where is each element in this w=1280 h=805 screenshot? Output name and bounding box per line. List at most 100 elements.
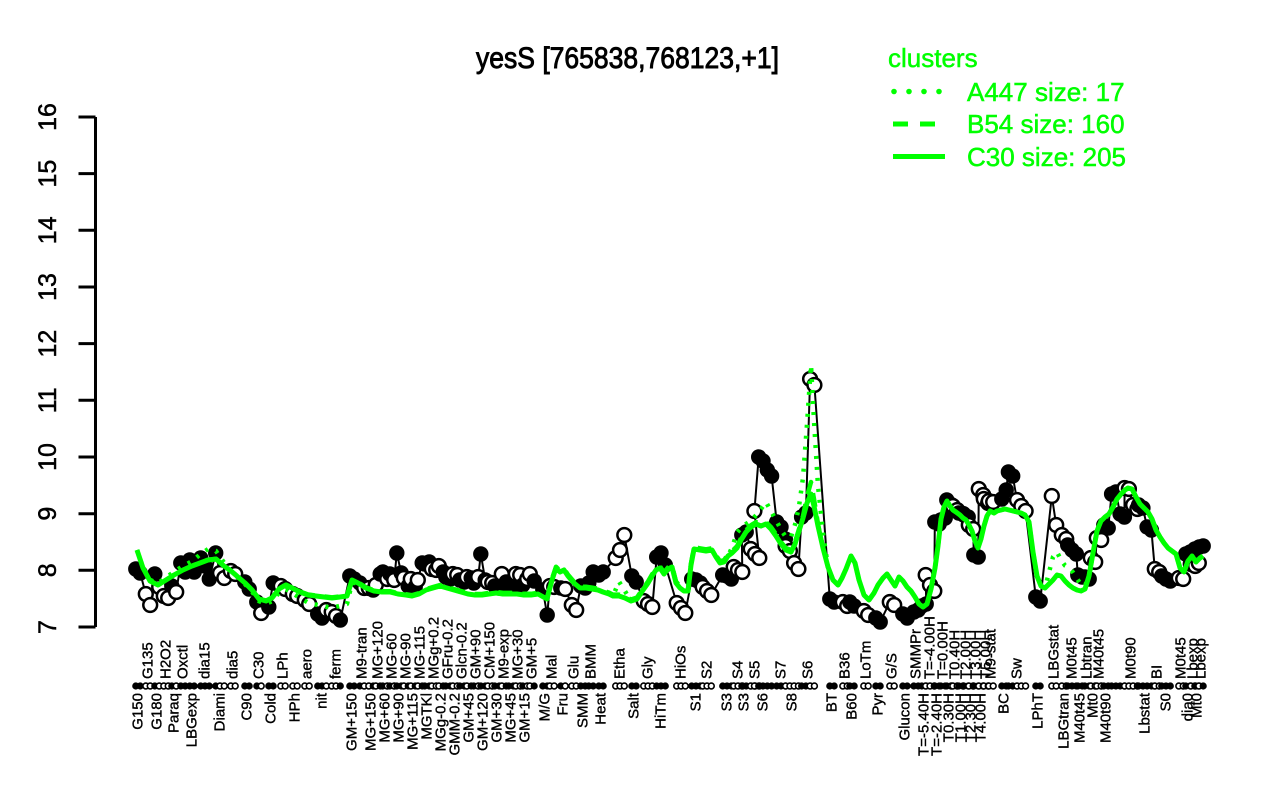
svg-text:C30 size: 205: C30 size: 205 (967, 142, 1126, 172)
svg-text:M/G: M/G (537, 693, 554, 721)
svg-text:S5: S5 (747, 661, 764, 679)
svg-text:7: 7 (34, 620, 62, 634)
svg-text:Heat: Heat (593, 692, 610, 725)
svg-text:T0.30H: T0.30H (941, 693, 958, 742)
svg-text:M40t45: M40t45 (1091, 629, 1108, 679)
svg-text:S8: S8 (784, 693, 801, 711)
svg-text:B54 size: 160: B54 size: 160 (967, 109, 1125, 139)
svg-text:T=-5.40H: T=-5.40H (916, 693, 933, 756)
svg-text:LoTm: LoTm (858, 641, 875, 679)
svg-text:LBGexp: LBGexp (184, 693, 201, 747)
svg-text:MG-115: MG-115 (412, 626, 429, 679)
svg-text:Cold: Cold (263, 693, 280, 724)
svg-text:BT: BT (824, 693, 841, 712)
svg-text:S6: S6 (800, 661, 817, 679)
svg-text:13: 13 (34, 273, 62, 301)
svg-text:Lbexp: Lbexp (1185, 638, 1202, 679)
svg-text:MG+90: MG+90 (391, 693, 408, 743)
svg-text:G/S: G/S (884, 653, 901, 679)
svg-text:Glucon: Glucon (897, 693, 914, 741)
svg-text:M40t90: M40t90 (1098, 693, 1115, 743)
svg-text:T2.00H: T2.00H (958, 630, 975, 679)
svg-text:LBGtran: LBGtran (1056, 693, 1073, 749)
svg-text:15: 15 (34, 160, 62, 188)
svg-text:Lbexp: Lbexp (1193, 638, 1210, 679)
svg-text:ferm: ferm (328, 649, 345, 679)
svg-text:MG+150: MG+150 (363, 693, 380, 751)
svg-text:MGg-0.2: MGg-0.2 (433, 693, 450, 751)
svg-text:Mt0: Mt0 (1189, 693, 1206, 718)
svg-text:T2.30H: T2.30H (963, 693, 980, 742)
svg-text:B60: B60 (844, 693, 861, 720)
svg-text:Mal: Mal (544, 655, 561, 679)
svg-text:yesS [765838,768123,+1]: yesS [765838,768123,+1] (476, 42, 779, 75)
svg-text:B36: B36 (837, 652, 854, 679)
svg-text:GM+45: GM+45 (461, 693, 478, 743)
svg-text:MG+30: MG+30 (510, 629, 527, 679)
svg-text:Fru: Fru (555, 693, 572, 716)
svg-text:SMM: SMM (575, 693, 592, 728)
svg-text:10: 10 (34, 443, 62, 471)
svg-text:HiOs: HiOs (673, 646, 690, 679)
svg-text:T4.00H: T4.00H (973, 693, 990, 742)
svg-text:M0t45: M0t45 (1173, 637, 1190, 679)
svg-text:T3.00H: T3.00H (968, 630, 985, 679)
svg-text:T=-4.00H: T=-4.00H (922, 616, 939, 679)
svg-text:HPh: HPh (287, 693, 304, 722)
svg-text:A447 size: 17: A447 size: 17 (967, 77, 1125, 107)
svg-text:S1: S1 (688, 693, 705, 711)
svg-text:M9-tran: M9-tran (354, 627, 371, 679)
svg-text:S6: S6 (755, 693, 772, 711)
svg-text:M0t45: M0t45 (1064, 637, 1081, 679)
svg-text:Lbstat: Lbstat (1137, 692, 1154, 734)
svg-text:GM+5: GM+5 (524, 638, 541, 679)
svg-text:GM+90: GM+90 (468, 629, 485, 679)
svg-text:S4: S4 (730, 661, 747, 679)
svg-text:MG+45: MG+45 (503, 693, 520, 743)
svg-text:Oxctl: Oxctl (175, 645, 192, 679)
svg-text:Pyr: Pyr (870, 693, 887, 716)
svg-text:Glcn-0.2: Glcn-0.2 (454, 622, 471, 679)
svg-text:dia5: dia5 (225, 651, 242, 679)
svg-text:S0: S0 (1158, 693, 1175, 711)
svg-text:16: 16 (34, 103, 62, 131)
svg-text:G135: G135 (140, 642, 157, 679)
svg-text:S2: S2 (699, 661, 716, 679)
svg-text:MGTKl: MGTKl (419, 693, 436, 740)
svg-text:S7: S7 (773, 661, 790, 679)
svg-text:G150: G150 (130, 693, 147, 730)
svg-text:S3: S3 (719, 693, 736, 711)
svg-text:GM+150: GM+150 (344, 693, 361, 751)
svg-text:H2O2: H2O2 (158, 640, 175, 679)
svg-text:Mt0: Mt0 (1085, 693, 1102, 718)
svg-text:dia0: dia0 (1180, 693, 1197, 721)
svg-text:T5.00H: T5.00H (978, 630, 995, 679)
svg-text:Glu: Glu (566, 656, 583, 679)
svg-text:14: 14 (34, 216, 62, 244)
svg-text:GM+30: GM+30 (489, 693, 506, 743)
svg-text:11: 11 (34, 387, 62, 413)
svg-text:BMM: BMM (583, 644, 600, 679)
svg-text:Etha: Etha (612, 647, 629, 679)
svg-text:M40t45: M40t45 (1072, 693, 1089, 743)
svg-text:Lbtran: Lbtran (1079, 636, 1096, 679)
svg-text:T=0.00H: T=0.00H (935, 621, 952, 679)
svg-text:Diami: Diami (212, 693, 229, 731)
svg-text:S3: S3 (736, 693, 753, 711)
svg-text:CM+150: CM+150 (482, 622, 499, 679)
svg-text:GMM-0.2: GMM-0.2 (447, 693, 464, 756)
svg-text:C90: C90 (239, 693, 256, 721)
svg-text:Salt: Salt (626, 692, 643, 719)
svg-text:dia15: dia15 (197, 642, 214, 679)
svg-text:LPh: LPh (275, 652, 292, 679)
svg-text:C30: C30 (251, 651, 268, 679)
svg-text:BI: BI (1149, 665, 1166, 679)
svg-text:T0.40H: T0.40H (947, 630, 964, 679)
svg-text:nit: nit (314, 692, 331, 709)
svg-text:M9-stat: M9-stat (983, 628, 1000, 679)
svg-text:M0t90: M0t90 (1123, 637, 1140, 679)
svg-text:G180: G180 (149, 693, 166, 730)
svg-text:MG+115: MG+115 (405, 693, 422, 750)
svg-text:GFru-0.2: GFru-0.2 (440, 619, 457, 679)
svg-text:Gly: Gly (640, 656, 657, 679)
